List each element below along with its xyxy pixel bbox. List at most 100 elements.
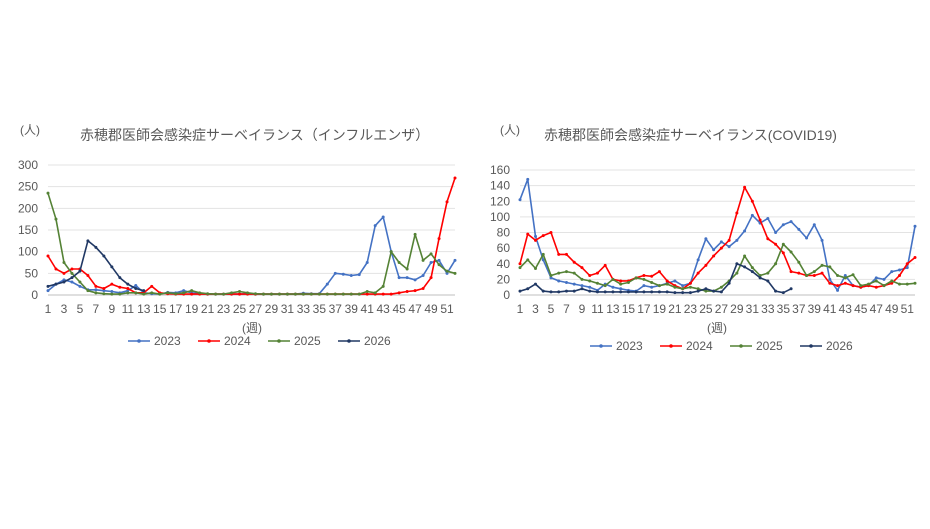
chart1-y-ticks: 0 50 100 150 200 250 300 (18, 158, 38, 302)
x-tick-label: 5 (548, 302, 555, 316)
data-point-2025 (222, 292, 226, 296)
data-point-2026 (712, 289, 716, 293)
data-point-2026 (634, 290, 638, 294)
legend-label-2023: 2023 (616, 339, 643, 353)
data-point-2025 (549, 273, 553, 277)
data-point-2024 (797, 271, 801, 275)
data-point-2024 (812, 273, 816, 277)
y-tick-label: 40 (497, 257, 511, 271)
data-point-2023 (642, 284, 646, 288)
y-tick-label: 80 (497, 226, 511, 240)
legend-label-2024: 2024 (686, 339, 713, 353)
data-point-2024 (102, 287, 106, 290)
x-tick-label: 11 (122, 302, 135, 316)
y-tick-label: 60 (497, 241, 511, 255)
data-point-2026 (533, 282, 537, 286)
data-point-2024 (526, 232, 530, 236)
data-point-2025 (805, 273, 809, 277)
data-point-2025 (905, 282, 909, 286)
data-point-2025 (182, 291, 186, 295)
data-point-2023 (820, 238, 824, 242)
data-point-2026 (642, 290, 646, 294)
data-point-2024 (719, 246, 723, 250)
data-point-2024 (557, 252, 561, 256)
data-point-2025 (389, 250, 393, 254)
data-point-2025 (349, 292, 353, 296)
data-point-2025 (557, 271, 561, 275)
data-point-2025 (828, 265, 832, 269)
data-point-2024 (62, 271, 66, 275)
x-tick-label: 9 (579, 302, 586, 316)
data-point-2023 (735, 238, 739, 242)
data-point-2026 (696, 289, 700, 293)
data-point-2024 (238, 292, 242, 296)
data-point-2025 (150, 291, 154, 295)
data-point-2024 (820, 271, 824, 275)
data-point-2024 (781, 251, 785, 255)
data-point-2025 (657, 284, 661, 288)
data-point-2024 (118, 285, 122, 289)
x-tick-label: 25 (699, 302, 713, 316)
data-point-2026 (102, 254, 106, 258)
chart-influenza: (人) 赤穂郡医師会感染症サーベイランス（インフルエンザ） 0 50 100 150 2… (18, 123, 457, 348)
data-point-2024 (712, 254, 716, 258)
data-point-2025 (665, 282, 669, 286)
x-tick-label: 17 (637, 302, 651, 316)
data-point-2025 (134, 291, 138, 295)
data-point-2025 (774, 262, 778, 266)
data-point-2024 (665, 279, 669, 283)
x-tick-label: 35 (777, 302, 791, 316)
data-point-2024 (429, 276, 433, 280)
data-point-2024 (126, 287, 130, 290)
x-tick-label: 23 (217, 302, 231, 316)
data-point-2024 (619, 279, 623, 283)
data-point-2025 (102, 292, 106, 296)
data-point-2025 (913, 281, 917, 285)
data-point-2025 (743, 254, 747, 258)
data-point-2026 (743, 265, 747, 269)
data-point-2025 (269, 292, 273, 296)
x-tick-label: 47 (870, 302, 884, 316)
series-line-2024 (519, 186, 916, 290)
data-point-2024 (86, 274, 90, 277)
data-point-2023 (70, 280, 74, 284)
data-point-2025 (46, 191, 50, 195)
legend-label-2024: 2024 (224, 334, 251, 348)
data-point-2023 (588, 285, 592, 289)
x-tick-label: 5 (77, 302, 84, 316)
data-point-2023 (611, 285, 615, 289)
legend-marker-2025 (739, 344, 743, 348)
chart1-title: 赤穂郡医師会感染症サーベイランス（インフルエンザ） (80, 127, 429, 143)
data-point-2026 (704, 287, 708, 291)
data-point-2025 (158, 292, 162, 296)
data-point-2023 (696, 258, 700, 262)
data-point-2024 (642, 273, 646, 277)
data-point-2026 (673, 291, 677, 295)
legend-marker-2023 (599, 344, 603, 348)
x-tick-label: 39 (808, 302, 822, 316)
data-point-2024 (789, 270, 793, 274)
chart2-title: 赤穂郡医師会感染症サーベイランス(COVID19) (544, 127, 837, 143)
data-point-2026 (118, 276, 122, 280)
data-point-2023 (913, 224, 917, 228)
data-point-2024 (727, 238, 731, 242)
data-point-2025 (230, 291, 234, 295)
data-point-2023 (774, 231, 778, 234)
data-point-2023 (580, 284, 584, 288)
chart1-legend: 2023 2024 2025 2026 (128, 334, 391, 348)
y-tick-label: 200 (18, 201, 38, 215)
data-point-2025 (62, 261, 66, 264)
x-tick-label: 3 (532, 302, 539, 316)
x-tick-label: 23 (684, 302, 698, 316)
data-point-2025 (518, 266, 522, 270)
data-point-2024 (381, 292, 385, 296)
data-point-2025 (704, 289, 708, 293)
data-point-2026 (518, 289, 522, 293)
x-tick-label: 7 (93, 302, 100, 316)
data-point-2023 (126, 289, 130, 293)
data-point-2024 (735, 211, 739, 215)
data-point-2024 (595, 271, 599, 275)
x-tick-label: 21 (668, 302, 682, 316)
x-tick-label: 29 (265, 302, 279, 316)
